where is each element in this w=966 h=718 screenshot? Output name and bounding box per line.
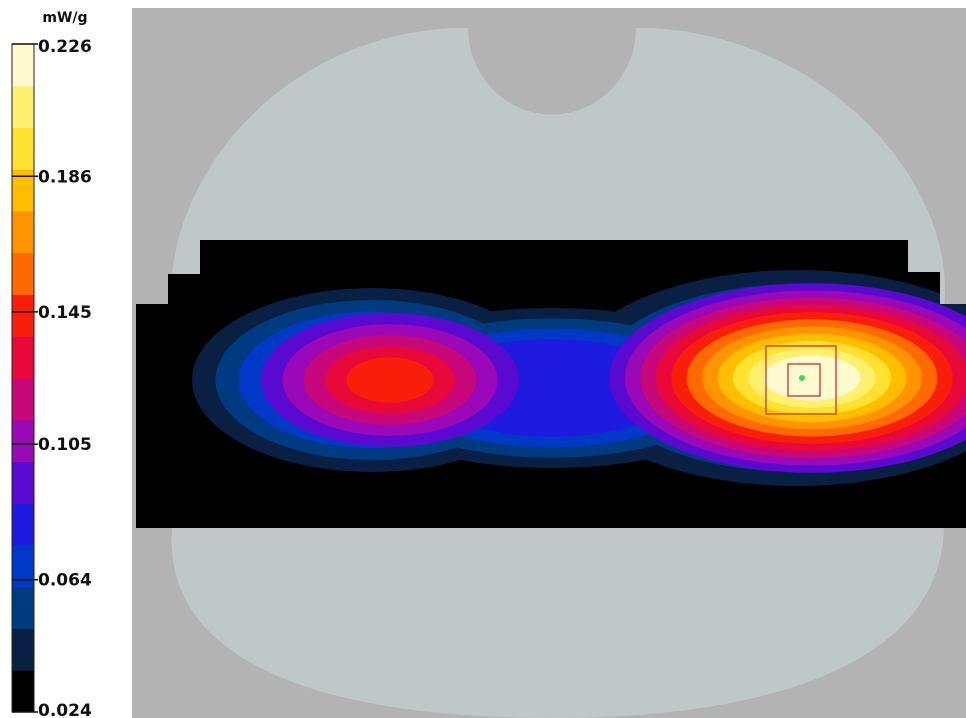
colorbar-band bbox=[12, 127, 34, 170]
colorbar-tick-label: 0.024 bbox=[38, 701, 92, 718]
colorbar-tick-label: 0.226 bbox=[38, 37, 92, 57]
contour-band bbox=[763, 355, 861, 401]
colorbar-band bbox=[12, 378, 34, 421]
sar-contours bbox=[192, 270, 966, 486]
colorbar-tick-label: 0.064 bbox=[38, 571, 92, 591]
contour-band bbox=[346, 357, 434, 403]
colorbar-band bbox=[12, 545, 34, 588]
colorbar-band bbox=[12, 670, 34, 713]
colorbar-band bbox=[12, 169, 34, 212]
colorbar-band bbox=[12, 628, 34, 671]
colorbar-band bbox=[12, 503, 34, 546]
colorbar-tick-label: 0.105 bbox=[38, 435, 92, 455]
color-scale-legend: mW/g 0.226 0.186 0.145 0.105 0.064 0.024 bbox=[11, 10, 92, 718]
colorbar-band bbox=[12, 85, 34, 128]
colorbar-band bbox=[12, 211, 34, 254]
sar-distribution-plot bbox=[132, 8, 966, 718]
colorbar-band bbox=[12, 461, 34, 504]
colorbar-band bbox=[12, 44, 34, 87]
colorbar-band bbox=[12, 419, 34, 462]
zoom-scan-box-outer bbox=[765, 345, 837, 415]
colorbar-band bbox=[12, 294, 34, 337]
colorbar-band bbox=[12, 336, 34, 379]
colorbar-band bbox=[12, 252, 34, 295]
colorbar-band bbox=[12, 586, 34, 629]
colorbar-tick-label: 0.145 bbox=[38, 303, 92, 323]
colorbar-unit-label: mW/g bbox=[42, 10, 87, 26]
peak-location-marker bbox=[799, 375, 805, 381]
colorbar-bands bbox=[12, 44, 34, 713]
zoom-scan-box-inner bbox=[787, 363, 821, 397]
colorbar-ticks: 0.226 0.186 0.145 0.105 0.064 0.024 bbox=[12, 37, 92, 718]
colorbar-tick-label: 0.186 bbox=[38, 167, 92, 187]
